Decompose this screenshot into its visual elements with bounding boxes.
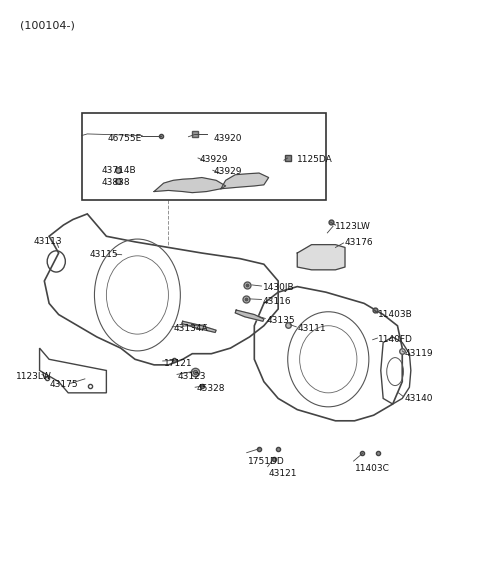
Text: 43115: 43115 [90, 250, 118, 259]
Text: 43134A: 43134A [173, 324, 208, 333]
Text: 43123: 43123 [178, 371, 206, 380]
Text: 43929: 43929 [214, 167, 242, 176]
Text: 43119: 43119 [405, 349, 433, 358]
Text: 1430JB: 1430JB [263, 283, 295, 292]
Text: 1140FD: 1140FD [378, 335, 413, 344]
Text: 17121: 17121 [164, 359, 192, 368]
Text: 46755E: 46755E [108, 134, 142, 143]
Text: 1125DA: 1125DA [297, 155, 333, 164]
Text: 43116: 43116 [263, 297, 291, 306]
Text: 1123LW: 1123LW [336, 221, 372, 230]
Polygon shape [182, 321, 216, 333]
Text: 1751DD: 1751DD [248, 456, 284, 465]
Text: 43140: 43140 [405, 394, 433, 403]
Text: 43929: 43929 [199, 155, 228, 164]
Text: 43838: 43838 [102, 178, 130, 187]
Text: 43121: 43121 [269, 469, 297, 478]
Text: (100104-): (100104-) [21, 21, 75, 31]
Text: 45328: 45328 [196, 384, 225, 393]
Polygon shape [154, 178, 226, 193]
Text: 43714B: 43714B [102, 166, 136, 175]
Text: 43135: 43135 [266, 316, 295, 325]
Polygon shape [221, 173, 269, 189]
Text: 43176: 43176 [345, 238, 373, 247]
Polygon shape [297, 244, 345, 270]
Text: 11403C: 11403C [355, 464, 389, 473]
Text: 43113: 43113 [34, 237, 62, 246]
Text: 43920: 43920 [214, 134, 242, 143]
Text: 43175: 43175 [49, 380, 78, 389]
Polygon shape [235, 310, 264, 321]
Text: 11403B: 11403B [378, 310, 413, 319]
Text: 43111: 43111 [297, 324, 326, 333]
Bar [82, 113, 326, 200]
Text: 1123LW: 1123LW [16, 371, 51, 380]
